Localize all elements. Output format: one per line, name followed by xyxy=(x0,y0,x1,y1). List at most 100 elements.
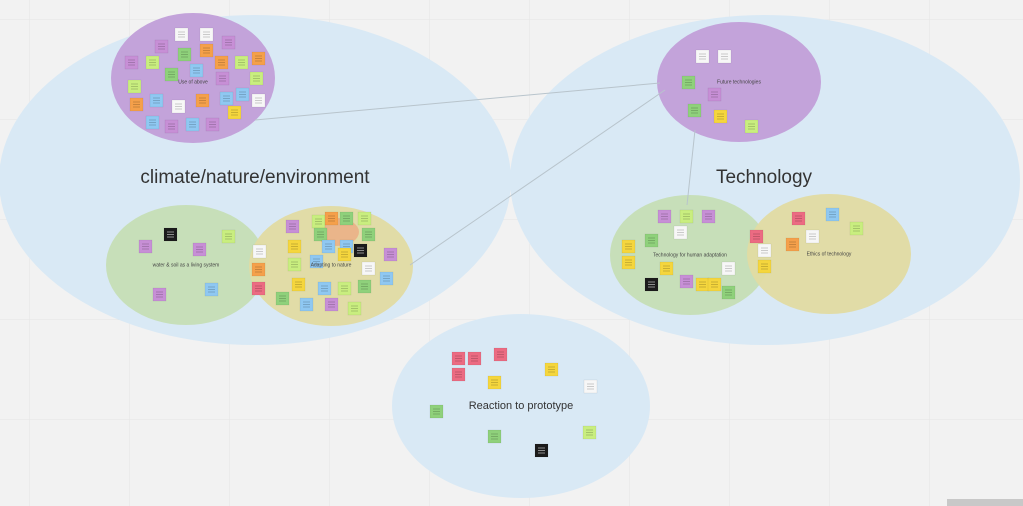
sticky-note[interactable] xyxy=(275,291,290,306)
group-title: Technology for human adaptation xyxy=(653,252,727,258)
sticky-note[interactable] xyxy=(251,93,266,108)
sticky-note[interactable] xyxy=(487,375,502,390)
sticky-note[interactable] xyxy=(451,367,466,382)
sticky-note[interactable] xyxy=(583,379,598,394)
sticky-note[interactable] xyxy=(687,103,702,118)
sticky-note[interactable] xyxy=(214,55,229,70)
sticky-note[interactable] xyxy=(493,347,508,362)
sticky-note[interactable] xyxy=(621,239,636,254)
sticky-note[interactable] xyxy=(164,119,179,134)
sticky-note[interactable] xyxy=(251,51,266,66)
sticky-note[interactable] xyxy=(174,27,189,42)
sticky-note[interactable] xyxy=(234,55,249,70)
sticky-note[interactable] xyxy=(145,115,160,130)
sticky-note[interactable] xyxy=(313,227,328,242)
sticky-note[interactable] xyxy=(227,105,242,120)
sticky-note[interactable] xyxy=(487,429,502,444)
sticky-note[interactable] xyxy=(673,225,688,240)
sticky-note[interactable] xyxy=(825,207,840,222)
sticky-note[interactable] xyxy=(339,211,354,226)
sticky-note[interactable] xyxy=(429,404,444,419)
sticky-note[interactable] xyxy=(657,209,672,224)
sticky-note[interactable] xyxy=(361,227,376,242)
sticky-note[interactable] xyxy=(235,87,250,102)
sticky-note[interactable] xyxy=(251,262,266,277)
sticky-note[interactable] xyxy=(357,211,372,226)
sticky-note[interactable] xyxy=(299,297,314,312)
sticky-note[interactable] xyxy=(285,219,300,234)
sticky-note[interactable] xyxy=(347,301,362,316)
sticky-note[interactable] xyxy=(149,93,164,108)
sticky-note[interactable] xyxy=(467,351,482,366)
sticky-note[interactable] xyxy=(451,351,466,366)
sticky-note[interactable] xyxy=(221,35,236,50)
sticky-note[interactable] xyxy=(849,221,864,236)
sticky-note[interactable] xyxy=(199,43,214,58)
group-title: Future technologies xyxy=(717,79,761,85)
sticky-note[interactable] xyxy=(309,254,324,269)
sticky-note[interactable] xyxy=(219,91,234,106)
sticky-note[interactable] xyxy=(695,49,710,64)
sticky-note[interactable] xyxy=(644,233,659,248)
sticky-note[interactable] xyxy=(192,242,207,257)
group-title: Use of above xyxy=(178,79,208,85)
sticky-note[interactable] xyxy=(189,63,204,78)
sticky-note[interactable] xyxy=(129,97,144,112)
sticky-note[interactable] xyxy=(757,243,772,258)
sticky-note[interactable] xyxy=(659,261,674,276)
sticky-note[interactable] xyxy=(127,79,142,94)
sticky-note[interactable] xyxy=(252,244,267,259)
sticky-note[interactable] xyxy=(171,99,186,114)
sticky-note[interactable] xyxy=(681,75,696,90)
sticky-note[interactable] xyxy=(721,285,736,300)
sticky-note[interactable] xyxy=(287,257,302,272)
sticky-note[interactable] xyxy=(138,239,153,254)
sticky-note[interactable] xyxy=(749,229,764,244)
sticky-note[interactable] xyxy=(251,281,266,296)
sticky-note[interactable] xyxy=(317,281,332,296)
sticky-note[interactable] xyxy=(249,71,264,86)
sticky-note[interactable] xyxy=(124,55,139,70)
sticky-note[interactable] xyxy=(154,39,169,54)
sticky-note[interactable] xyxy=(337,281,352,296)
sticky-note[interactable] xyxy=(701,209,716,224)
sticky-note[interactable] xyxy=(177,47,192,62)
sticky-note[interactable] xyxy=(383,247,398,262)
sticky-note[interactable] xyxy=(324,211,339,226)
sticky-note[interactable] xyxy=(785,237,800,252)
sticky-note[interactable] xyxy=(221,229,236,244)
sticky-note[interactable] xyxy=(291,277,306,292)
sticky-note[interactable] xyxy=(195,93,210,108)
sticky-note[interactable] xyxy=(185,117,200,132)
sticky-note[interactable] xyxy=(337,247,352,262)
sticky-note[interactable] xyxy=(544,362,559,377)
sticky-note[interactable] xyxy=(164,67,179,82)
sticky-note[interactable] xyxy=(357,279,372,294)
sticky-note[interactable] xyxy=(287,239,302,254)
sticky-note[interactable] xyxy=(205,117,220,132)
sticky-note[interactable] xyxy=(679,274,694,289)
sticky-note[interactable] xyxy=(582,425,597,440)
sticky-note[interactable] xyxy=(679,209,694,224)
group-title: water & soil as a living system xyxy=(153,262,220,268)
sticky-note[interactable] xyxy=(721,261,736,276)
sticky-note[interactable] xyxy=(757,259,772,274)
sticky-note[interactable] xyxy=(713,109,728,124)
sticky-note[interactable] xyxy=(379,271,394,286)
sticky-note[interactable] xyxy=(791,211,806,226)
sticky-note[interactable] xyxy=(717,49,732,64)
sticky-note[interactable] xyxy=(152,287,167,302)
connector xyxy=(409,89,666,266)
sticky-note[interactable] xyxy=(805,229,820,244)
sticky-note[interactable] xyxy=(707,87,722,102)
sticky-note[interactable] xyxy=(324,297,339,312)
sticky-note[interactable] xyxy=(215,71,230,86)
sticky-note[interactable] xyxy=(361,261,376,276)
sticky-note[interactable] xyxy=(321,239,336,254)
sticky-note[interactable] xyxy=(204,282,219,297)
sticky-note[interactable] xyxy=(145,55,160,70)
sticky-note[interactable] xyxy=(621,255,636,270)
sticky-note[interactable] xyxy=(199,27,214,42)
sticky-note[interactable] xyxy=(744,119,759,134)
sticky-note[interactable] xyxy=(707,277,722,292)
